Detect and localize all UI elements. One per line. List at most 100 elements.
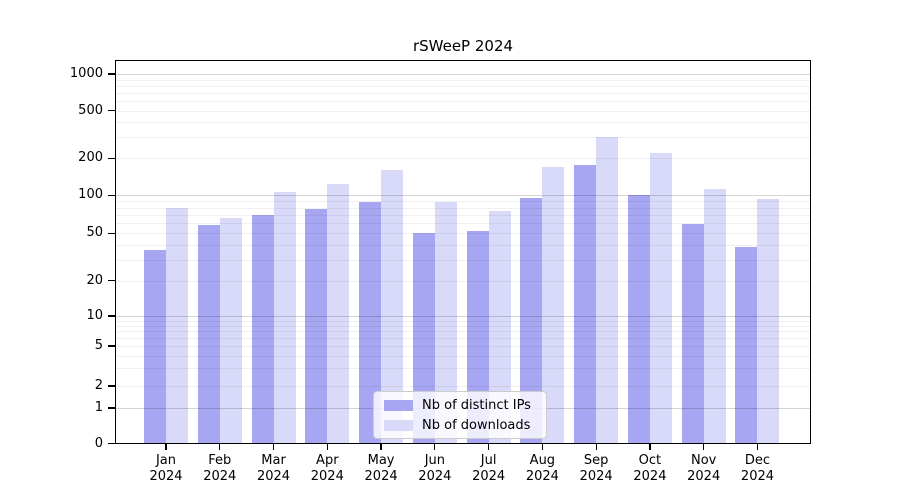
y-tick-mark xyxy=(108,73,115,75)
x-axis-month-label: Jun 2024 xyxy=(418,453,452,484)
gridline-minor xyxy=(116,137,810,139)
x-axis-month-label: Nov 2024 xyxy=(687,453,721,484)
bar-ips-feb xyxy=(197,225,220,444)
y-tick-mark xyxy=(108,385,115,387)
bar-downloads-jun xyxy=(434,201,457,444)
bar-ips-may xyxy=(359,201,382,444)
gridline-minor xyxy=(116,368,810,370)
x-tick-mark xyxy=(434,443,436,450)
x-tick-mark xyxy=(165,443,167,450)
bar-ips-dec xyxy=(735,247,758,444)
gridline-minor xyxy=(116,325,810,327)
x-axis-month-label: Mar 2024 xyxy=(256,453,291,484)
bar-downloads-sep xyxy=(596,137,619,444)
bar-ips-nov xyxy=(681,224,704,444)
x-tick-mark xyxy=(219,443,221,450)
y-tick-mark xyxy=(108,194,115,196)
x-tick-mark xyxy=(703,443,705,450)
x-tick-mark xyxy=(541,443,543,450)
bar-ips-apr xyxy=(305,208,328,444)
y-tick-mark xyxy=(108,315,115,317)
gridline-minor xyxy=(116,158,810,160)
legend-label: Nb of downloads xyxy=(422,417,531,433)
legend-swatch xyxy=(384,419,413,431)
gridline-major xyxy=(116,74,810,75)
gridline-minor xyxy=(116,338,810,340)
x-axis-month-label: Jul 2024 xyxy=(472,453,506,484)
bar-ips-sep xyxy=(574,165,597,444)
x-tick-mark xyxy=(272,443,275,450)
gridline-minor xyxy=(116,386,810,387)
y-axis-tick-label: 2 xyxy=(94,378,103,393)
bar-downloads-jan xyxy=(166,208,188,444)
y-tick-mark xyxy=(108,232,115,234)
gridline-minor xyxy=(116,331,810,333)
gridline-minor xyxy=(116,223,810,225)
gridline-minor xyxy=(116,346,810,347)
bar-downloads-mar xyxy=(273,191,296,444)
x-axis-month-label: Sep 2024 xyxy=(579,453,613,484)
gridline-minor xyxy=(116,355,810,357)
y-axis-tick-label: 100 xyxy=(78,187,103,203)
gridline-minor xyxy=(116,85,810,87)
y-tick-mark xyxy=(108,345,115,347)
gridline-minor xyxy=(116,122,810,124)
bar-downloads-apr xyxy=(327,183,350,444)
chart-title: rSWeeP 2024 xyxy=(412,37,514,55)
x-axis-month-label: Aug 2024 xyxy=(525,453,559,484)
gridline-minor xyxy=(116,79,810,81)
y-axis-tick-label: 10 xyxy=(86,308,103,323)
gridline-minor xyxy=(116,110,810,112)
legend-label: Nb of distinct IPs xyxy=(422,397,531,413)
x-axis-month-label: May 2024 xyxy=(364,453,398,484)
bar-downloads-oct xyxy=(649,152,672,444)
y-axis-tick-label: 200 xyxy=(78,150,103,166)
legend-swatch xyxy=(384,399,413,411)
gridline-major xyxy=(116,195,810,197)
bar-ips-jun xyxy=(412,233,435,444)
bar-downloads-jul xyxy=(488,211,511,444)
gridline-minor xyxy=(116,214,810,216)
bar-downloads-nov xyxy=(703,189,726,444)
gridline-major xyxy=(116,316,810,317)
x-axis-month-label: Dec 2024 xyxy=(740,453,775,484)
bar-downloads-may xyxy=(381,169,404,444)
y-tick-mark xyxy=(108,407,115,409)
y-tick-mark xyxy=(108,110,115,112)
bar-ips-jan xyxy=(144,250,166,444)
y-axis-tick-label: 20 xyxy=(86,272,103,288)
x-tick-mark xyxy=(756,443,759,450)
plot-frame xyxy=(115,60,811,444)
y-axis-tick-label: 5 xyxy=(94,338,103,353)
legend: Nb of distinct IPs Nb of downloads xyxy=(373,391,547,439)
bar-downloads-aug xyxy=(542,166,565,444)
x-tick-mark xyxy=(380,443,382,450)
x-axis-month-label: Jan 2024 xyxy=(149,453,183,484)
x-tick-mark xyxy=(488,443,490,450)
x-tick-mark xyxy=(595,443,597,450)
x-axis-month-label: Oct 2024 xyxy=(633,453,667,484)
x-axis-month-label: Feb 2024 xyxy=(203,453,237,484)
bar-ips-jul xyxy=(466,231,489,444)
y-axis-tick-label: 0 xyxy=(94,435,103,451)
bar-downloads-feb xyxy=(219,218,242,444)
gridline-minor xyxy=(116,92,810,94)
bar-ips-mar xyxy=(251,214,274,444)
bar-ips-oct xyxy=(627,195,650,444)
y-axis-tick-label: 50 xyxy=(86,225,103,241)
gridline-minor xyxy=(116,244,810,246)
gridline-minor xyxy=(116,207,810,209)
gridline-minor xyxy=(116,320,810,322)
gridline-minor xyxy=(116,101,810,103)
bar-ips-aug xyxy=(520,198,543,444)
gridline-minor xyxy=(116,280,810,282)
gridline-minor xyxy=(116,201,810,203)
x-tick-mark xyxy=(326,443,328,450)
y-tick-mark xyxy=(108,280,115,282)
legend-item: Nb of distinct IPs xyxy=(384,398,536,413)
